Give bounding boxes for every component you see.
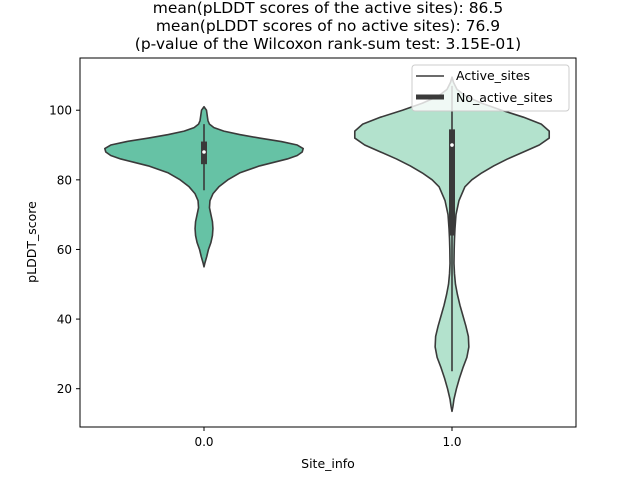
plot-area — [104, 76, 551, 413]
x-tick-label: 1.0 — [442, 435, 461, 449]
y-tick-label: 40 — [57, 313, 72, 327]
x-tick-label: 0.0 — [194, 435, 213, 449]
violin-iqr-box-1 — [449, 129, 455, 236]
y-tick-label: 20 — [57, 382, 72, 396]
y-axis: 20 40 60 80 100 — [49, 104, 80, 396]
title-line-3: (p-value of the Wilcoxon rank-sum test: … — [135, 35, 521, 53]
violin-median-dot-1 — [450, 143, 454, 147]
title-line-1: mean(pLDDT scores of the active sites): … — [153, 0, 503, 17]
legend: Active_sites No_active_sites — [411, 64, 570, 112]
y-tick-label: 60 — [57, 243, 72, 257]
x-axis: 0.0 1.0 — [194, 427, 462, 449]
y-axis-label: pLDDT_score — [24, 201, 39, 283]
legend-label-active-sites: Active_sites — [456, 68, 530, 83]
axes-frame — [79, 57, 577, 428]
y-tick-label: 100 — [49, 104, 72, 118]
title-line-2: mean(pLDDT scores of no active sites): 7… — [156, 17, 500, 35]
violin-median-dot-0 — [202, 150, 206, 154]
y-tick-label: 80 — [57, 173, 72, 187]
x-axis-label: Site_info — [301, 456, 355, 471]
legend-box — [411, 64, 570, 112]
legend-label-no-active-sites: No_active_sites — [456, 90, 553, 105]
